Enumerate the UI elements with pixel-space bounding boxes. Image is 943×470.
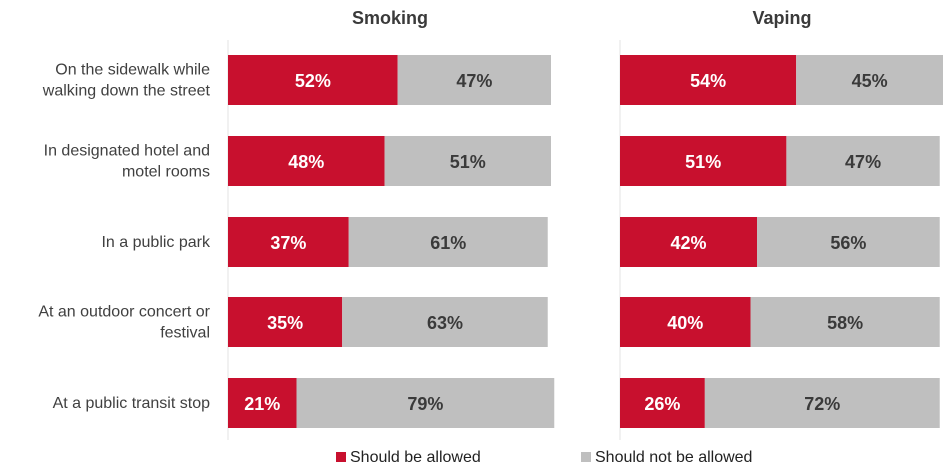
bar-should-be-allowed xyxy=(620,297,751,347)
data-label-should-not-be-allowed: 61% xyxy=(430,233,466,253)
data-label-should-not-be-allowed: 45% xyxy=(852,71,888,91)
data-label-should-be-allowed: 52% xyxy=(295,71,331,91)
bar-should-not-be-allowed xyxy=(397,55,551,105)
data-label-should-be-allowed: 37% xyxy=(270,233,306,253)
bar-should-be-allowed xyxy=(228,297,343,347)
data-label-should-not-be-allowed: 58% xyxy=(827,313,863,333)
bar-should-not-be-allowed xyxy=(384,136,551,186)
data-label-should-be-allowed: 21% xyxy=(244,394,280,414)
data-label-should-not-be-allowed: 63% xyxy=(427,313,463,333)
data-label-should-not-be-allowed: 51% xyxy=(450,152,486,172)
legend-label: Should not be allowed xyxy=(595,449,752,466)
legend-swatch xyxy=(336,452,346,462)
bar-should-be-allowed xyxy=(620,378,705,428)
bar-should-not-be-allowed xyxy=(786,136,940,186)
category-label: At a public transit stop xyxy=(53,395,211,412)
bar-should-not-be-allowed xyxy=(342,297,548,347)
data-label-should-be-allowed: 40% xyxy=(667,313,703,333)
data-label-should-be-allowed: 42% xyxy=(670,233,706,253)
bar-should-not-be-allowed xyxy=(704,378,940,428)
bar-should-be-allowed xyxy=(228,378,297,428)
panel-title: Smoking xyxy=(352,8,428,28)
data-label-should-be-allowed: 51% xyxy=(685,152,721,172)
bar-should-not-be-allowed xyxy=(750,297,940,347)
legend-label: Should be allowed xyxy=(350,449,481,466)
category-label: At an outdoor concert or festival xyxy=(38,304,210,342)
data-label-should-not-be-allowed: 56% xyxy=(830,233,866,253)
bar-should-not-be-allowed xyxy=(757,217,940,267)
panel-title: Vaping xyxy=(752,8,811,28)
bar-should-be-allowed xyxy=(620,55,797,105)
data-label-should-be-allowed: 48% xyxy=(288,152,324,172)
data-label-should-not-be-allowed: 79% xyxy=(407,394,443,414)
category-label: In a public park xyxy=(101,234,211,251)
category-label: In designated hotel and motel rooms xyxy=(44,143,210,181)
bar-should-be-allowed xyxy=(620,136,787,186)
bar-should-be-allowed xyxy=(620,217,758,267)
data-label-should-not-be-allowed: 47% xyxy=(456,71,492,91)
data-label-should-be-allowed: 54% xyxy=(690,71,726,91)
bar-should-not-be-allowed xyxy=(796,55,943,105)
data-label-should-not-be-allowed: 72% xyxy=(804,394,840,414)
data-label-should-be-allowed: 26% xyxy=(644,394,680,414)
category-label: On the sidewalk while walking down the st… xyxy=(42,62,211,100)
legend-swatch xyxy=(581,452,591,462)
bar-should-be-allowed xyxy=(228,55,398,105)
bar-should-be-allowed xyxy=(228,217,349,267)
bar-should-not-be-allowed xyxy=(348,217,548,267)
data-label-should-not-be-allowed: 47% xyxy=(845,152,881,172)
data-label-should-be-allowed: 35% xyxy=(267,313,303,333)
bar-should-not-be-allowed xyxy=(296,378,555,428)
bar-should-be-allowed xyxy=(228,136,385,186)
